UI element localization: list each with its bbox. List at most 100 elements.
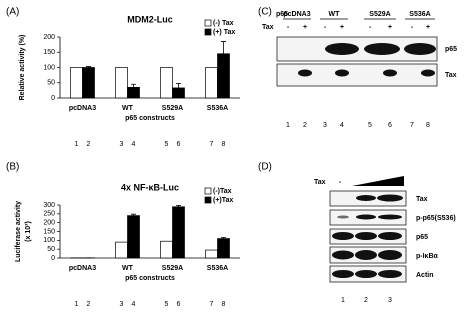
band xyxy=(332,232,354,240)
error-bar xyxy=(131,83,136,88)
x-tick-label: S529A xyxy=(162,105,183,112)
blots xyxy=(329,190,407,283)
row-label: Actin xyxy=(416,272,434,279)
bar xyxy=(217,238,230,259)
bar xyxy=(70,67,83,99)
tax-sign: - xyxy=(411,24,414,31)
group-label: S529A xyxy=(369,11,390,18)
legend-swatch xyxy=(204,28,212,36)
tax-sign: + xyxy=(426,24,430,31)
tax-sign: - xyxy=(287,24,290,31)
band xyxy=(421,69,435,77)
bar xyxy=(115,241,128,259)
row-label: p-p65(S536) xyxy=(416,215,456,222)
lane-number: 2 xyxy=(87,141,91,148)
bar xyxy=(115,67,128,99)
row-label: p65 xyxy=(416,234,428,241)
band xyxy=(378,270,402,278)
band xyxy=(383,69,397,77)
lane-number: 3 xyxy=(120,141,124,148)
row-labels: Tax p-p65(S536) p65 p-IκBα Actin xyxy=(416,196,456,279)
group-label: S536A xyxy=(409,11,430,18)
lane-labels: - + - + - + - +1 2 3 4 5 6 7 8 xyxy=(286,24,430,129)
treatment-start: - xyxy=(339,179,342,186)
band xyxy=(356,195,376,201)
y-tick-label: 200 xyxy=(43,34,55,41)
lane-number: 2 xyxy=(87,301,91,308)
x-tick-label: S536A xyxy=(207,105,228,112)
lane-number: 8 xyxy=(222,141,226,148)
tax-sign: - xyxy=(324,24,327,31)
y-tick-label: 250 xyxy=(43,211,55,218)
x-tick-label: WT xyxy=(122,265,134,272)
dose-wedge xyxy=(352,176,404,186)
lane-number: 4 xyxy=(132,141,136,148)
lane-number: 4 xyxy=(340,122,344,129)
error-bar xyxy=(176,82,181,88)
error-bar xyxy=(86,66,91,68)
lane-number: 6 xyxy=(177,301,181,308)
legend-label: (-) Tax xyxy=(213,20,234,27)
lane-number: 2 xyxy=(364,297,368,304)
legend-swatch xyxy=(204,19,212,27)
header-label: p65 xyxy=(276,11,288,18)
y-tick-label: 0 xyxy=(51,95,55,102)
y-tick-label: 200 xyxy=(43,220,55,227)
band xyxy=(337,215,349,219)
row-label: p65 xyxy=(445,46,457,53)
y-axis-label: Luciferase activity xyxy=(15,201,22,262)
band xyxy=(404,43,436,55)
bar xyxy=(205,67,218,99)
lane-number: 4 xyxy=(132,301,136,308)
lane-number: 5 xyxy=(165,301,169,308)
lane-labels: 1 2 3 xyxy=(341,297,392,304)
band xyxy=(378,232,402,240)
bar xyxy=(160,240,173,259)
lane-number: 7 xyxy=(210,301,214,308)
band xyxy=(325,43,359,55)
lane-number: 7 xyxy=(410,122,414,129)
bar xyxy=(127,86,140,99)
lane-number: 1 xyxy=(75,141,79,148)
y-tick-label: 0 xyxy=(51,255,55,262)
x-tick-label: S529A xyxy=(162,265,183,272)
legend-label: (+)Tax xyxy=(213,197,233,204)
y-tick-label: 50 xyxy=(47,80,55,87)
x-tick-label: S536A xyxy=(207,265,228,272)
band xyxy=(356,214,376,220)
y-tick-label: 100 xyxy=(43,237,55,244)
lane-number: 1 xyxy=(286,122,290,129)
lane-number: 3 xyxy=(323,122,327,129)
blot xyxy=(276,63,438,87)
chart-title: MDM2-Luc xyxy=(127,14,173,24)
tax-label: Tax xyxy=(262,24,274,31)
band xyxy=(377,194,403,202)
x-axis-label: p65 constructs xyxy=(125,275,175,282)
band xyxy=(378,250,402,260)
band xyxy=(332,250,354,260)
bar xyxy=(172,206,185,259)
legend-swatch xyxy=(204,196,212,204)
panel-label: (D) xyxy=(258,162,272,173)
error-bar xyxy=(221,237,226,239)
lane-number: 3 xyxy=(120,301,124,308)
y-tick-label: 50 xyxy=(47,246,55,253)
legend-label: (-)Tax xyxy=(213,188,232,195)
error-bar xyxy=(221,41,226,54)
row-label: p-IκBα xyxy=(416,253,439,260)
x-axis-label: p65 constructs xyxy=(125,115,175,122)
lane-number: 6 xyxy=(177,141,181,148)
lane-number: 7 xyxy=(210,141,214,148)
tax-sign: + xyxy=(303,24,307,31)
x-tick-label: pcDNA3 xyxy=(69,105,96,112)
lane-number: 1 xyxy=(341,297,345,304)
bar xyxy=(127,215,140,259)
bar xyxy=(160,67,173,99)
band xyxy=(378,214,402,220)
legend-label: (+) Tax xyxy=(213,29,235,36)
bands xyxy=(298,43,436,77)
lane-number: 5 xyxy=(165,141,169,148)
band xyxy=(332,270,354,278)
